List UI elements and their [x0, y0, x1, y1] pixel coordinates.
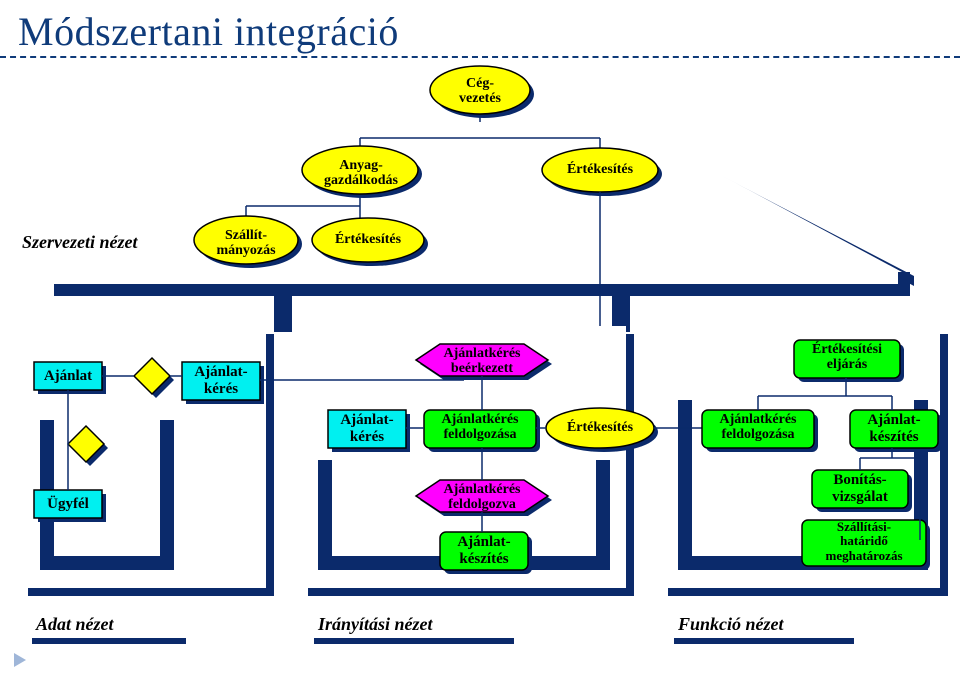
lbl-ajanlat: Ajánlat [34, 368, 102, 385]
lbl-anyag: Anyag- gazdálkodás [306, 158, 416, 189]
lbl-szallit: Szállít- mányozás [200, 228, 292, 259]
roof-base-highlight [54, 272, 898, 284]
lbl-right-feldolg: Ajánlatkérés feldolgozása [702, 412, 814, 443]
lbl-ajanlatkeres: Ajánlat- kérés [182, 364, 260, 397]
lbl-right-keszites: Ajánlat- készítés [850, 412, 938, 445]
panel-mid-frame [318, 460, 332, 570]
lbl-mid-keszites: Ajánlat- készítés [440, 534, 528, 567]
lbl-ertek2: Értékesítés [318, 232, 418, 247]
page-title: Módszertani integráció [18, 8, 399, 55]
diagram-stage: { "title": "Módszertani integráció", "co… [0, 0, 960, 673]
panel-mid-frame [596, 460, 610, 570]
slide-bullet-icon [14, 653, 26, 667]
footer-mid: Irányítási nézet [308, 610, 518, 638]
lbl-ceg: Cég- vezetés [440, 76, 520, 107]
lbl-mid-ajanlatkeres: Ajánlat- kérés [328, 412, 406, 445]
panel-right-frame [678, 400, 692, 570]
pillar-2 [612, 286, 630, 332]
footer-left: Adat nézet [26, 610, 190, 638]
lbl-eljaras: Értékesítési eljárás [794, 342, 900, 373]
lbl-ertek-top: Értékesítés [548, 162, 652, 177]
footer-right: Funkció nézet [668, 610, 858, 638]
panel-left-frame [160, 420, 174, 570]
panel-left-frame [40, 556, 174, 570]
lbl-beerkezett: Ajánlatkérés beérkezett [418, 346, 546, 377]
lbl-mid-feldolg: Ajánlatkérés feldolgozása [424, 412, 536, 443]
pillar-1 [274, 286, 292, 332]
lbl-mid-ertek: Értékesítés [548, 420, 652, 435]
lbl-bonitas: Bonítás- vizsgálat [812, 472, 908, 505]
lbl-mid-feldolgozva: Ajánlatkérés feldolgozva [418, 482, 546, 513]
lbl-ugyfel: Ügyfél [34, 496, 102, 513]
org-view-label: Szervezeti nézet [22, 232, 137, 253]
lbl-szall: Szállítási- határidő meghatározás [802, 520, 926, 563]
title-underline [0, 56, 960, 58]
